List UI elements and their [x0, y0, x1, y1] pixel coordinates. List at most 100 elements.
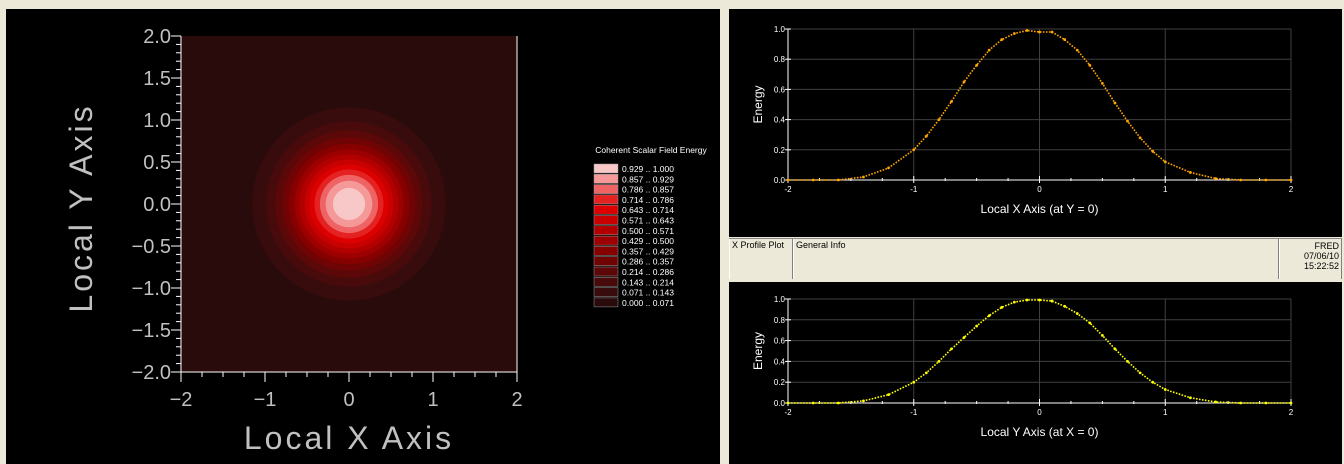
x-profile-data-point — [1075, 48, 1079, 52]
legend-label: 0.071 .. 0.143 — [622, 288, 674, 298]
y-profile-x-tick-label: 2 — [1289, 408, 1294, 417]
y-profile-data-point — [937, 360, 941, 363]
y-profile-data-point — [1264, 401, 1268, 405]
x-profile-data-point — [1189, 171, 1192, 174]
field-energy-heatmap-panel: −2 −1 0 1 2 2.0 1.5 1.0 0.5 0.0 −0.5 −1.0 −1.5 −2.0 L… — [6, 9, 720, 464]
y-profile-svg: -2 -1 0 1 2 1.0 0.8 0.6 0.4 0.2 0.0 Local Y Axis (a… — [751, 295, 1294, 439]
heatmap-y-tick-label: −0.5 — [132, 236, 171, 258]
legend-label: 0.286 .. 0.357 — [622, 257, 674, 267]
legend-item: 0.571 .. 0.643 — [593, 215, 674, 226]
y-profile-data-point — [1214, 400, 1217, 404]
y-profile-x-tick-label: 0 — [1037, 408, 1042, 417]
x-profile-data-point — [1063, 38, 1067, 41]
legend-label: 0.643 .. 0.714 — [622, 205, 674, 215]
legend-swatch — [593, 194, 619, 205]
legend-swatch — [593, 225, 619, 236]
y-profile-grid — [788, 298, 1292, 403]
legend-label: 0.857 .. 0.929 — [622, 174, 674, 184]
x-profile-data-point — [1025, 29, 1029, 32]
heatmap-y-tick-label: 0.5 — [143, 152, 171, 174]
y-profile-x-axis-label: Local Y Axis (at X = 0) — [981, 425, 1099, 439]
status-time: 15:22:52 — [1303, 261, 1339, 271]
heatmap-x-tick-label: −2 — [170, 389, 193, 411]
x-profile-x-tick-label: -2 — [784, 185, 792, 194]
legend-label: 0.929 .. 1.000 — [622, 164, 674, 174]
y-profile-data-point — [1012, 300, 1016, 304]
y-profile-data-point — [1038, 298, 1041, 302]
x-profile-series-line — [788, 29, 1291, 181]
legend-item: 0.929 .. 1.000 — [593, 163, 674, 174]
y-profile-y-axis-label: Energy — [751, 332, 765, 370]
y-profile-data-point — [1088, 321, 1092, 325]
legend-item: 0.500 .. 0.571 — [593, 225, 674, 236]
x-profile-data-point — [912, 148, 916, 152]
y-profile-data-point — [1063, 304, 1067, 308]
legend-item: 0.429 .. 0.500 — [593, 235, 674, 246]
legend-label: 0.214 .. 0.286 — [622, 267, 674, 277]
heatmap-y-tick-label: 1.0 — [143, 110, 171, 132]
legend-item: 0.214 .. 0.286 — [593, 266, 674, 277]
x-profile-data-point — [1000, 38, 1004, 41]
legend-item: 0.714 .. 0.786 — [593, 194, 674, 205]
x-profile-grid — [788, 28, 1292, 180]
y-profile-data-point — [1189, 396, 1192, 400]
x-profile-data-point — [1038, 30, 1041, 34]
y-profile-data-point — [987, 314, 991, 318]
contour-band-13 — [332, 187, 366, 221]
y-profile-x-tick-label: 1 — [1163, 408, 1168, 417]
legend-item: 0.857 .. 0.929 — [593, 174, 674, 184]
legend-swatch — [593, 215, 619, 225]
y-profile-data-point — [1000, 305, 1004, 309]
x-profile-y-axis-label: Energy — [751, 85, 765, 123]
y-profile-data-point — [1075, 312, 1079, 315]
x-profile-data-point — [1264, 178, 1268, 182]
legend-swatch — [593, 204, 619, 215]
heatmap-y-tick-label: −1.0 — [132, 278, 171, 300]
legend-item: 0.357 .. 0.429 — [593, 246, 674, 256]
y-profile-data-point — [1100, 334, 1104, 337]
legend-item: 0.786 .. 0.857 — [593, 184, 674, 195]
legend-label: 0.714 .. 0.786 — [622, 195, 674, 205]
y-profile-y-tick-label: 1.0 — [774, 295, 786, 304]
x-profile-data-point — [887, 166, 890, 170]
x-profile-data-point — [937, 118, 941, 121]
y-profile-data-point — [1239, 401, 1243, 405]
x-profile-data-point — [1113, 101, 1117, 105]
plot-name-text: X Profile Plot — [732, 240, 785, 250]
x-profile-data-point — [1050, 30, 1054, 34]
x-profile-x-tick-label: 0 — [1037, 185, 1042, 194]
x-profile-y-tick-label: 0.2 — [774, 146, 786, 155]
x-profile-x-tick-label: -1 — [910, 185, 918, 194]
y-profile-x-tick-label: -2 — [784, 408, 792, 417]
app-name: FRED — [1314, 241, 1340, 251]
status-date: 07/06/10 — [1303, 251, 1339, 261]
heatmap-y-tick-label: −2.0 — [132, 362, 171, 384]
legend-title: Coherent Scalar Field Energy — [595, 145, 707, 155]
y-profile-data-point — [1138, 371, 1142, 375]
heatmap-x-tick-label: −1 — [254, 389, 277, 411]
y-profile-data-point — [1289, 401, 1293, 405]
y-profile-data-point — [786, 401, 790, 405]
y-profile-plot-panel: -2 -1 0 1 2 1.0 0.8 0.6 0.4 0.2 0.0 Local Y Axis (a… — [729, 282, 1342, 464]
y-profile-data-point — [962, 336, 966, 339]
general-info-cell: General Info — [793, 239, 1279, 279]
legend-label: 0.000 .. 0.071 — [622, 298, 674, 308]
legend-label: 0.786 .. 0.857 — [622, 185, 674, 195]
legend-item: 0.286 .. 0.357 — [593, 256, 674, 267]
legend-swatch — [593, 235, 619, 246]
x-profile-data-point — [811, 178, 815, 182]
y-profile-data-point — [975, 324, 979, 328]
y-profile-data-point — [912, 380, 916, 384]
x-profile-data-point — [924, 134, 928, 138]
x-profile-data-point — [786, 178, 790, 182]
y-profile-data-point — [1126, 360, 1129, 363]
legend-swatch — [593, 246, 619, 256]
y-profile-data-point — [1151, 380, 1155, 384]
plot-name-cell: X Profile Plot — [729, 239, 793, 279]
y-profile-y-tick-label: 0.6 — [774, 337, 786, 346]
status-bar: X Profile Plot General Info FRED 07/06/1… — [729, 238, 1342, 281]
x-profile-data-point — [836, 178, 840, 182]
legend-label: 0.429 .. 0.500 — [622, 236, 674, 246]
general-info-text: General Info — [796, 240, 846, 250]
legend-swatch — [593, 256, 619, 266]
